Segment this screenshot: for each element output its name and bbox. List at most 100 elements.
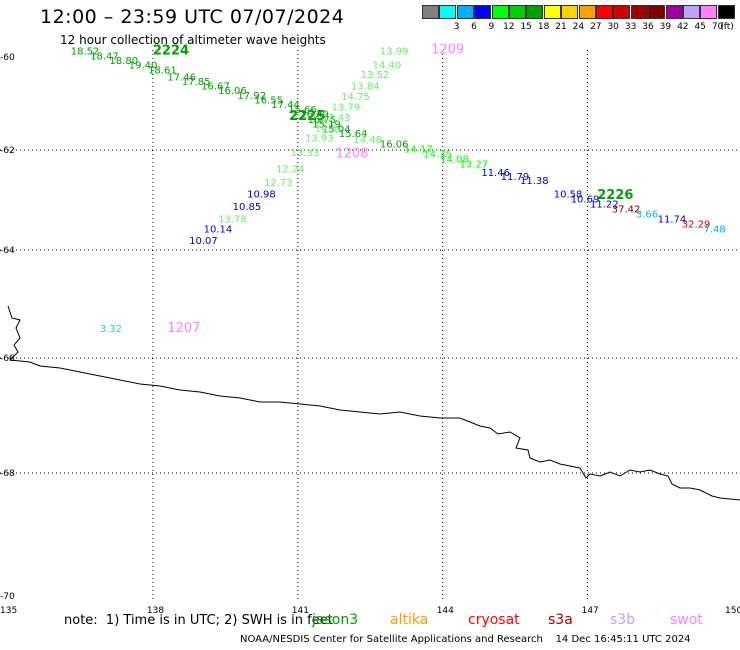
lon-tick-label: 147 [582, 606, 599, 616]
legend-swatch [491, 5, 509, 19]
legend-swatch [683, 5, 700, 19]
wave-height-label: 19.40 [129, 61, 158, 72]
wave-height-label: 16.06 [218, 86, 247, 97]
lat-tick-label: -68 [0, 469, 15, 479]
legend-label: 15 [520, 22, 532, 32]
legend-swatch [543, 5, 561, 19]
legend-swatch [648, 5, 666, 19]
wave-height-label: 18.47 [90, 51, 119, 62]
legend-unit: (ft) [720, 22, 734, 32]
pass-number-label: 2225 [289, 109, 325, 124]
wave-height-label: 15.64 [339, 129, 368, 140]
wave-height-label: 18.61 [148, 65, 177, 76]
legend-swatch [613, 5, 631, 19]
wave-height-label: 16.55 [254, 96, 283, 107]
wave-height-label: 16.67 [201, 82, 230, 93]
legend-label: 45 [694, 22, 706, 32]
lat-tick-label: -70 [0, 592, 15, 602]
wave-height-label: 11.74 [658, 215, 687, 226]
wave-height-label: 15.19 [312, 120, 341, 131]
map-title: 12:00 – 23:59 UTC 07/07/2024 [40, 6, 345, 28]
legend-label: 27 [590, 22, 602, 32]
wave-height-label: 13.27 [460, 160, 489, 171]
legend-swatch [717, 5, 735, 19]
wave-height-label: 10.58 [554, 190, 583, 201]
wave-height-label: 13.93 [305, 134, 334, 145]
legend-swatch [578, 5, 596, 19]
lon-tick-label: 138 [147, 606, 164, 616]
satellite-name-cryosat: cryosat [468, 612, 520, 628]
pass-number-label: 1208 [335, 147, 368, 162]
satellite-name-s3a: s3a [548, 612, 573, 628]
legend-swatch [561, 5, 579, 19]
wave-height-label: 32.29 [682, 220, 711, 231]
legend-label: 39 [659, 22, 672, 32]
wave-height-label: 12.73 [264, 178, 293, 189]
wave-height-label: 11.22 [590, 200, 619, 211]
wave-height-label: 12.24 [276, 165, 305, 176]
wave-height-label: 14.17 [404, 145, 433, 156]
wave-height-label: 10.14 [204, 225, 233, 236]
wave-height-label: 37.42 [612, 205, 641, 216]
lon-tick-label: 141 [292, 606, 309, 616]
legend-swatch [526, 5, 544, 19]
legend-label: 30 [607, 22, 619, 32]
wave-height-label: 11.79 [501, 172, 530, 183]
wave-height-label: 14.35 [423, 150, 452, 161]
legend-label: 9 [488, 22, 495, 32]
lat-tick-label: -62 [0, 146, 15, 156]
map-subtitle: 12 hour collection of altimeter wave hei… [60, 33, 326, 47]
wave-height-label: 16.06 [380, 140, 409, 151]
wave-height-label: 15.04 [322, 124, 351, 135]
wave-height-label: 14.75 [341, 92, 370, 103]
wave-height-label: 10.85 [233, 202, 262, 213]
wave-height-label: 13.43 [322, 113, 351, 124]
lon-tick-label: 150 [725, 606, 740, 616]
wave-height-values: 18.5218.4718.8019.4018.6117.4617.8516.67… [71, 47, 726, 335]
wave-height-label: 10.69 [571, 195, 600, 206]
wave-height-label: 18.80 [109, 56, 138, 67]
lon-tick-label: 144 [437, 606, 454, 616]
legend-swatch [474, 5, 492, 19]
lat-tick-label: -66 [0, 354, 15, 364]
legend-swatch [439, 5, 457, 19]
legend-label: 70 [711, 22, 724, 32]
lat-tick-label: -60 [0, 53, 15, 63]
satellite-name-jason3: jason3 [312, 612, 359, 628]
legend-swatch [700, 5, 718, 19]
wave-height-label: 13.99 [380, 47, 409, 58]
legend-label: 18 [537, 22, 550, 32]
legend-label: 6 [471, 22, 477, 32]
wave-height-label: 14.40 [373, 61, 402, 72]
legend-swatch [665, 5, 683, 19]
wave-height-label: 10.98 [247, 190, 276, 201]
axis-tick-labels: -60 -62 -64 -66 -68 -70 135 138 141 144 147 150 [0, 53, 740, 616]
antarctic-coastline [7, 305, 740, 501]
legend-swatch [596, 5, 613, 19]
wave-height-label: 16.49 [300, 109, 329, 120]
lat-tick-label: -64 [0, 246, 15, 256]
wave-height-label: 14.48 [353, 135, 382, 146]
wave-height-label: 18.52 [71, 47, 100, 58]
pass-number-label: 2224 [153, 44, 189, 59]
wave-height-label: 16.75 [307, 115, 336, 126]
wave-height-label: 10.07 [189, 236, 218, 247]
legend-swatch [630, 5, 648, 19]
legend-swatch [456, 5, 474, 19]
legend-swatch [509, 5, 526, 19]
satellite-name-swot: swot [670, 612, 703, 628]
legend-label: 12 [503, 22, 515, 32]
wave-height-label: 11.46 [481, 168, 510, 179]
footer-note: note: 1) Time is in UTC; 2) SWH is in fe… [64, 613, 333, 628]
legend-label: 36 [642, 22, 654, 32]
legend-label: 24 [572, 22, 585, 32]
satellite-name-altika: altika [390, 612, 429, 628]
wave-height-label: 13.52 [361, 70, 390, 81]
legend-label: 21 [555, 22, 567, 32]
wave-height-label: 17.46 [167, 72, 196, 83]
lon-tick-label: 135 [0, 606, 17, 616]
wave-height-label: 17.85 [182, 77, 211, 88]
wave-height-label: 14.62 [315, 123, 344, 134]
